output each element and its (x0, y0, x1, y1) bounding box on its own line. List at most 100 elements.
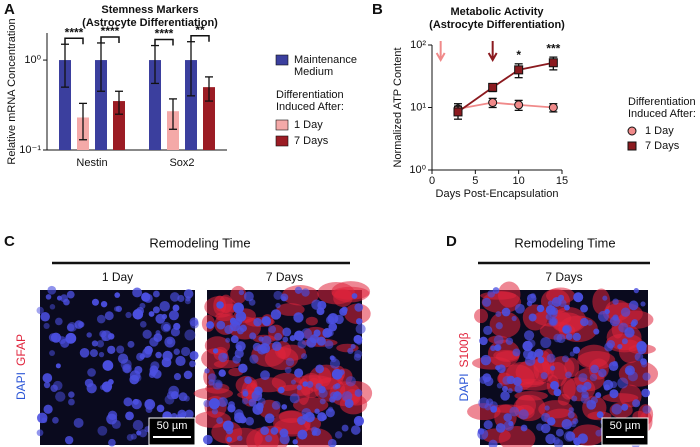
nucleus (524, 355, 536, 367)
nucleus (86, 383, 97, 394)
nucleus (501, 307, 511, 317)
nucleus (261, 316, 271, 326)
nucleus (586, 399, 597, 410)
nucleus (334, 431, 343, 439)
nucleus (617, 377, 629, 389)
nucleus (523, 330, 535, 341)
arrow (487, 41, 498, 63)
nucleus (580, 394, 590, 404)
panel-label: D (446, 233, 457, 250)
nucleus (270, 427, 279, 435)
nucleus (302, 381, 309, 387)
nucleus (125, 411, 134, 421)
stain-name: GFAP (14, 334, 28, 366)
nucleus (609, 389, 619, 399)
nucleus (68, 391, 75, 398)
nucleus (549, 317, 557, 326)
stain-red (333, 288, 353, 307)
nucleus (164, 394, 175, 405)
nucleus (45, 294, 52, 300)
nucleus (60, 294, 68, 303)
panel-label: B (372, 1, 383, 18)
bar (95, 60, 107, 150)
nucleus (293, 330, 305, 341)
nucleus (127, 340, 135, 348)
nucleus (567, 411, 575, 419)
bar (167, 111, 179, 150)
nucleus (620, 307, 631, 317)
nucleus (268, 325, 277, 334)
nucleus (576, 384, 585, 393)
nucleus (339, 307, 348, 316)
nucleus (321, 414, 327, 421)
marker (453, 107, 463, 117)
nucleus (227, 404, 236, 413)
nucleus (289, 335, 296, 342)
scale-bar-label: 50 µm (610, 420, 641, 432)
nucleus (161, 357, 172, 368)
nucleus (292, 439, 298, 445)
nucleus (546, 353, 556, 363)
bar (203, 87, 215, 150)
nucleus (169, 292, 180, 302)
nucleus (243, 291, 254, 302)
significance-bracket (154, 38, 174, 46)
nucleus (248, 298, 256, 306)
stain-red (497, 281, 521, 308)
nucleus (36, 306, 44, 315)
error-bar (205, 76, 213, 102)
nucleus (293, 312, 304, 323)
nucleus (512, 376, 522, 386)
nucleus (555, 428, 564, 437)
nucleus (168, 310, 179, 321)
nucleus (55, 363, 61, 369)
scale-bar-label: 50 µm (157, 420, 188, 432)
nucleus (572, 346, 580, 354)
nucleus (634, 352, 644, 362)
nucleus (547, 300, 554, 306)
nucleus (40, 312, 50, 322)
nucleus (480, 354, 492, 366)
nucleus (568, 407, 575, 413)
nucleus (212, 348, 219, 354)
marker (548, 58, 558, 68)
nucleus (564, 304, 570, 311)
nucleus (289, 393, 300, 404)
nucleus (64, 435, 74, 445)
nucleus (55, 317, 63, 326)
nucleus (211, 408, 219, 415)
nucleus (540, 423, 551, 434)
nucleus (528, 313, 537, 322)
column-label: 7 Days (545, 270, 582, 284)
nucleus (642, 405, 651, 414)
nucleus (117, 353, 129, 364)
nucleus (168, 385, 180, 397)
nucleus (328, 322, 338, 332)
nucleus (216, 301, 224, 309)
nucleus (153, 333, 163, 342)
nucleus (550, 380, 559, 390)
nucleus (621, 338, 628, 345)
nucleus (611, 403, 623, 415)
nucleus (505, 337, 514, 345)
nucleus (136, 352, 145, 361)
nucleus (488, 439, 498, 447)
nucleus (311, 299, 322, 310)
nucleus (565, 371, 572, 379)
nucleus (604, 342, 614, 352)
nucleus (132, 287, 143, 298)
nucleus (264, 413, 275, 424)
nucleus (215, 381, 222, 388)
nucleus (230, 335, 239, 344)
nucleus (282, 327, 292, 337)
nucleus (319, 398, 326, 405)
error-bar (169, 98, 177, 130)
nucleus (503, 413, 512, 422)
stain-red (592, 288, 611, 315)
nucleus (550, 307, 559, 316)
nucleus (617, 343, 623, 350)
nucleus (273, 290, 283, 300)
nucleus (218, 397, 228, 408)
nucleus (590, 364, 599, 374)
nucleus (100, 384, 106, 391)
